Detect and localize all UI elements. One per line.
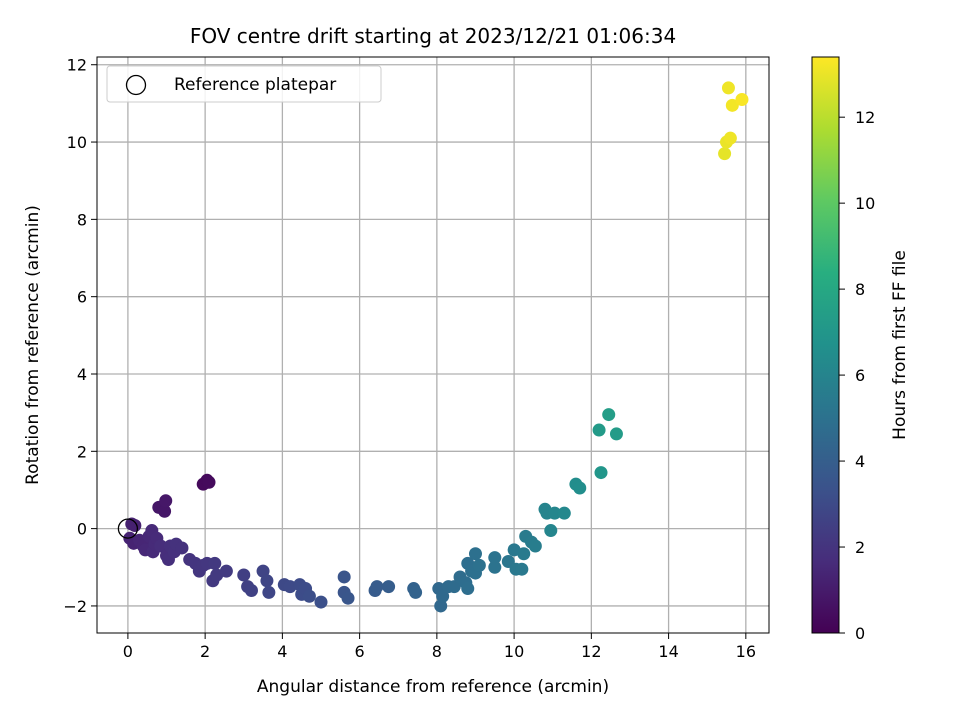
y-tick-label: 4 — [77, 365, 87, 384]
data-point — [341, 591, 355, 605]
data-point — [548, 506, 562, 520]
colorbar-tick-label: 4 — [855, 452, 865, 471]
colorbar — [811, 56, 840, 634]
data-point — [382, 580, 396, 594]
data-point — [721, 81, 735, 95]
legend-marker-reference — [125, 74, 147, 96]
data-point — [718, 147, 732, 161]
x-tick-label: 12 — [581, 642, 601, 661]
data-point — [573, 481, 587, 495]
data-point — [175, 541, 189, 555]
data-point — [370, 580, 384, 594]
y-tick-label: −2 — [63, 597, 87, 616]
data-point — [609, 427, 623, 441]
colorbar-tick-label: 8 — [855, 280, 865, 299]
x-tick-label: 4 — [277, 642, 287, 661]
data-point — [159, 494, 173, 508]
y-axis-ticks: −2 0 2 4 6 8 10 12 — [63, 56, 97, 616]
data-point — [468, 547, 482, 561]
y-tick-label: 10 — [67, 133, 87, 152]
data-point — [472, 558, 486, 572]
data-point — [461, 582, 475, 596]
data-point — [436, 589, 450, 603]
data-point — [219, 564, 233, 578]
data-points — [117, 81, 749, 613]
colorbar-tick-label: 0 — [855, 624, 865, 643]
data-point — [128, 519, 142, 533]
chart-title: FOV centre drift starting at 2023/12/21 … — [190, 24, 676, 48]
x-tick-label: 16 — [736, 642, 756, 661]
data-point — [314, 595, 328, 609]
data-point — [515, 562, 529, 576]
y-tick-label: 6 — [77, 288, 87, 307]
data-point — [262, 585, 276, 599]
y-tick-label: 0 — [77, 520, 87, 539]
x-tick-label: 8 — [432, 642, 442, 661]
y-tick-label: 12 — [67, 56, 87, 75]
legend-box — [106, 65, 382, 103]
data-point — [302, 589, 316, 603]
data-point — [154, 539, 168, 553]
data-point — [202, 475, 216, 489]
data-point — [735, 93, 749, 107]
data-point — [208, 556, 222, 570]
data-point — [544, 524, 558, 538]
data-point — [725, 98, 739, 112]
data-point — [283, 580, 297, 594]
gridlines — [97, 57, 769, 633]
data-point — [337, 570, 351, 584]
y-tick-label: 2 — [77, 442, 87, 461]
x-tick-label: 14 — [658, 642, 678, 661]
colorbar-tick-label: 6 — [855, 366, 865, 385]
data-point — [594, 466, 608, 480]
data-point — [434, 599, 448, 613]
data-point — [447, 580, 461, 594]
x-tick-label: 2 — [200, 642, 210, 661]
data-point — [260, 574, 274, 588]
data-point — [488, 560, 502, 574]
legend: Reference platepar — [106, 65, 382, 103]
data-point — [723, 131, 737, 145]
colorbar-tick-label: 2 — [855, 538, 865, 557]
colorbar-tick-label: 10 — [855, 194, 875, 213]
x-tick-label: 6 — [355, 642, 365, 661]
y-axis-label: Rotation from reference (arcmin) — [23, 205, 43, 485]
data-point — [158, 504, 172, 518]
data-point — [592, 423, 606, 437]
x-tick-label: 10 — [504, 642, 524, 661]
data-point — [557, 506, 571, 520]
data-point — [244, 583, 258, 597]
data-point — [237, 568, 251, 582]
data-point — [517, 547, 531, 561]
x-axis-label: Angular distance from reference (arcmin) — [257, 677, 609, 697]
colorbar-tick-label: 12 — [855, 108, 875, 127]
data-point — [528, 539, 542, 553]
plot-frame — [96, 56, 770, 634]
legend-label-reference: Reference platepar — [174, 75, 336, 95]
x-tick-label: 0 — [123, 642, 133, 661]
y-tick-label: 8 — [77, 210, 87, 229]
data-point — [488, 551, 502, 565]
data-point — [409, 585, 423, 599]
colorbar-ticks: 0 2 4 6 8 10 12 — [839, 108, 875, 643]
data-point — [602, 408, 616, 422]
reference-marker — [117, 518, 139, 539]
x-axis-ticks: 0 2 4 6 8 10 12 14 16 — [123, 633, 756, 661]
colorbar-label: Hours from first FF file — [890, 250, 910, 440]
